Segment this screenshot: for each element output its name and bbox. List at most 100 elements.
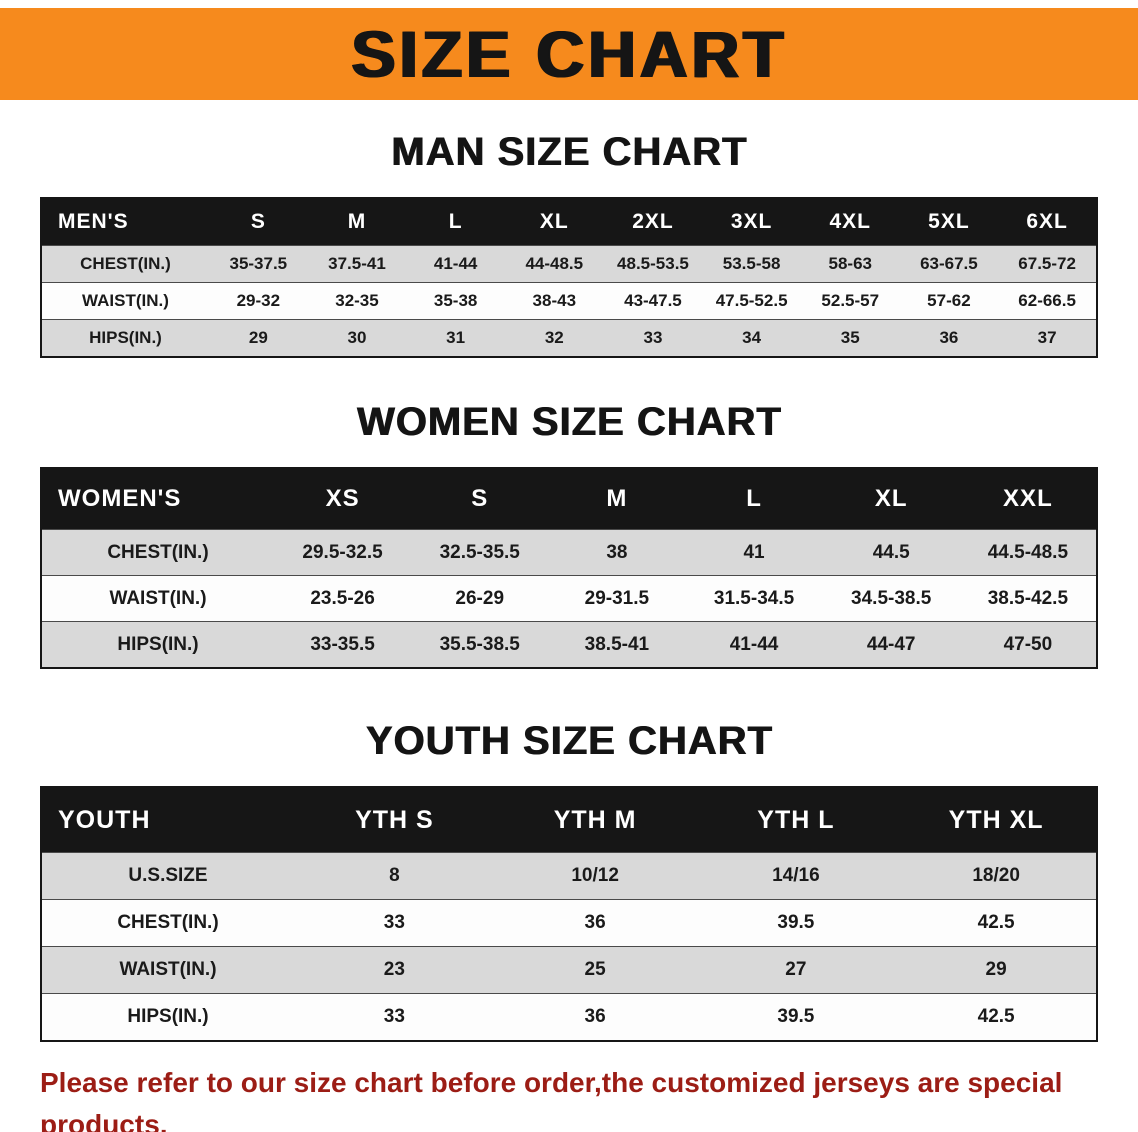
men-size-table: MEN'S S M L XL 2XL 3XL 4XL 5XL 6XL CHEST(IN.) 35-37… (40, 197, 1098, 358)
size-column-header: YTH S (294, 787, 495, 853)
size-value-cell: 58-63 (800, 245, 900, 283)
size-value-cell: 23 (294, 946, 495, 994)
size-value-cell: 43-47.5 (603, 282, 703, 320)
measurement-label: CHEST(IN.) (41, 529, 274, 576)
size-value-cell: 38-43 (504, 282, 604, 320)
size-column-header: YTH L (695, 787, 897, 853)
size-value-cell: 29-31.5 (548, 575, 686, 622)
size-value-cell: 35-37.5 (209, 245, 308, 283)
size-value-cell: 32.5-35.5 (411, 529, 549, 576)
size-value-cell: 29 (896, 946, 1097, 994)
women-section-heading: WOMEN SIZE CHART (356, 400, 782, 444)
youth-section-heading: YOUTH SIZE CHART (365, 719, 773, 763)
table-row: WAIST(IN.) 23 25 27 29 (41, 946, 1097, 994)
size-value-cell: 14/16 (695, 852, 897, 900)
size-column-header: 6XL (998, 198, 1097, 246)
size-value-cell: 33 (294, 899, 495, 947)
banner: SIZE CHART (0, 8, 1138, 100)
disclaimer-line-1: Please refer to our size chart before or… (40, 1067, 1063, 1132)
size-value-cell: 57-62 (899, 282, 999, 320)
size-value-cell: 10/12 (494, 852, 696, 900)
measurement-label: HIPS(IN.) (41, 993, 294, 1041)
size-column-header: XS (274, 468, 412, 530)
size-value-cell: 39.5 (695, 899, 897, 947)
size-column-header: L (685, 468, 823, 530)
size-value-cell: 34.5-38.5 (822, 575, 960, 622)
size-value-cell: 31.5-34.5 (685, 575, 823, 622)
size-value-cell: 41-44 (685, 621, 823, 668)
size-value-cell: 30 (307, 319, 407, 357)
size-column-header: M (307, 198, 407, 246)
measurement-label: WAIST(IN.) (41, 575, 274, 622)
size-column-header: 5XL (899, 198, 999, 246)
size-value-cell: 67.5-72 (998, 245, 1097, 283)
table-row: U.S.SIZE 8 10/12 14/16 18/20 (41, 852, 1097, 900)
size-value-cell: 33 (603, 319, 703, 357)
size-value-cell: 33 (294, 993, 495, 1041)
men-section-heading: MAN SIZE CHART (390, 130, 748, 174)
size-value-cell: 48.5-53.5 (603, 245, 703, 283)
size-value-cell: 53.5-58 (702, 245, 801, 283)
size-value-cell: 47-50 (959, 621, 1097, 668)
size-value-cell: 33-35.5 (274, 621, 412, 668)
size-value-cell: 37.5-41 (307, 245, 407, 283)
men-size-section: MAN SIZE CHART MEN'S S M L XL 2XL 3XL 4XL 5XL 6XL… (0, 130, 1138, 358)
size-column-header: XL (504, 198, 604, 246)
table-row: HIPS(IN.) 29 30 31 32 33 34 35 36 37 (41, 319, 1097, 357)
size-value-cell: 44.5 (822, 529, 960, 576)
measurement-label: HIPS(IN.) (41, 319, 209, 357)
size-value-cell: 47.5-52.5 (702, 282, 801, 320)
table-title-cell: YOUTH (41, 787, 294, 853)
size-value-cell: 44-48.5 (504, 245, 604, 283)
size-value-cell: 42.5 (896, 993, 1097, 1041)
size-value-cell: 8 (294, 852, 495, 900)
size-value-cell: 36 (899, 319, 999, 357)
size-value-cell: 26-29 (411, 575, 549, 622)
size-column-header: YTH M (494, 787, 696, 853)
table-row: WAIST(IN.) 29-32 32-35 35-38 38-43 43-47.5 47.… (41, 282, 1097, 320)
table-row: CHEST(IN.) 35-37.5 37.5-41 41-44 44-48.5 48.5… (41, 245, 1097, 283)
table-header-row: WOMEN'S XS S M L XL XXL (41, 468, 1097, 530)
size-value-cell: 42.5 (896, 899, 1097, 947)
size-value-cell: 18/20 (896, 852, 1097, 900)
women-size-section: WOMEN SIZE CHART WOMEN'S XS S M L XL XXL CHEST(… (0, 400, 1138, 669)
page-title: SIZE CHART (351, 17, 787, 91)
size-value-cell: 38.5-42.5 (959, 575, 1097, 622)
size-value-cell: 62-66.5 (998, 282, 1097, 320)
size-value-cell: 36 (494, 993, 696, 1041)
size-value-cell: 36 (494, 899, 696, 947)
size-value-cell: 29 (209, 319, 308, 357)
size-value-cell: 38.5-41 (548, 621, 686, 668)
size-column-header: 3XL (702, 198, 801, 246)
size-value-cell: 44-47 (822, 621, 960, 668)
table-header-row: YOUTH YTH S YTH M YTH L YTH XL (41, 787, 1097, 853)
table-title-cell: WOMEN'S (41, 468, 274, 530)
size-column-header: XXL (959, 468, 1097, 530)
size-value-cell: 32-35 (307, 282, 407, 320)
table-header-row: MEN'S S M L XL 2XL 3XL 4XL 5XL 6XL (41, 198, 1097, 246)
table-row: CHEST(IN.) 33 36 39.5 42.5 (41, 899, 1097, 947)
size-value-cell: 41 (685, 529, 823, 576)
women-size-table: WOMEN'S XS S M L XL XXL CHEST(IN.) 29.5-32.5 32.5… (40, 467, 1098, 669)
size-value-cell: 31 (406, 319, 505, 357)
size-value-cell: 39.5 (695, 993, 897, 1041)
size-value-cell: 27 (695, 946, 897, 994)
size-column-header: L (406, 198, 505, 246)
size-value-cell: 35 (800, 319, 900, 357)
table-row: CHEST(IN.) 29.5-32.5 32.5-35.5 38 41 44.5 44.5… (41, 529, 1097, 576)
size-value-cell: 35-38 (406, 282, 505, 320)
youth-size-table: YOUTH YTH S YTH M YTH L YTH XL U.S.SIZE 8 10/12… (40, 786, 1098, 1042)
table-row: HIPS(IN.) 33-35.5 35.5-38.5 38.5-41 41-44 44-… (41, 621, 1097, 668)
size-value-cell: 37 (998, 319, 1097, 357)
size-value-cell: 38 (548, 529, 686, 576)
size-column-header: XL (822, 468, 960, 530)
disclaimer-text: Please refer to our size chart before or… (40, 1062, 1114, 1132)
size-value-cell: 63-67.5 (899, 245, 999, 283)
size-value-cell: 35.5-38.5 (411, 621, 549, 668)
size-value-cell: 23.5-26 (274, 575, 412, 622)
measurement-label: CHEST(IN.) (41, 245, 209, 283)
size-value-cell: 34 (702, 319, 801, 357)
measurement-label: WAIST(IN.) (41, 946, 294, 994)
size-value-cell: 41-44 (406, 245, 505, 283)
